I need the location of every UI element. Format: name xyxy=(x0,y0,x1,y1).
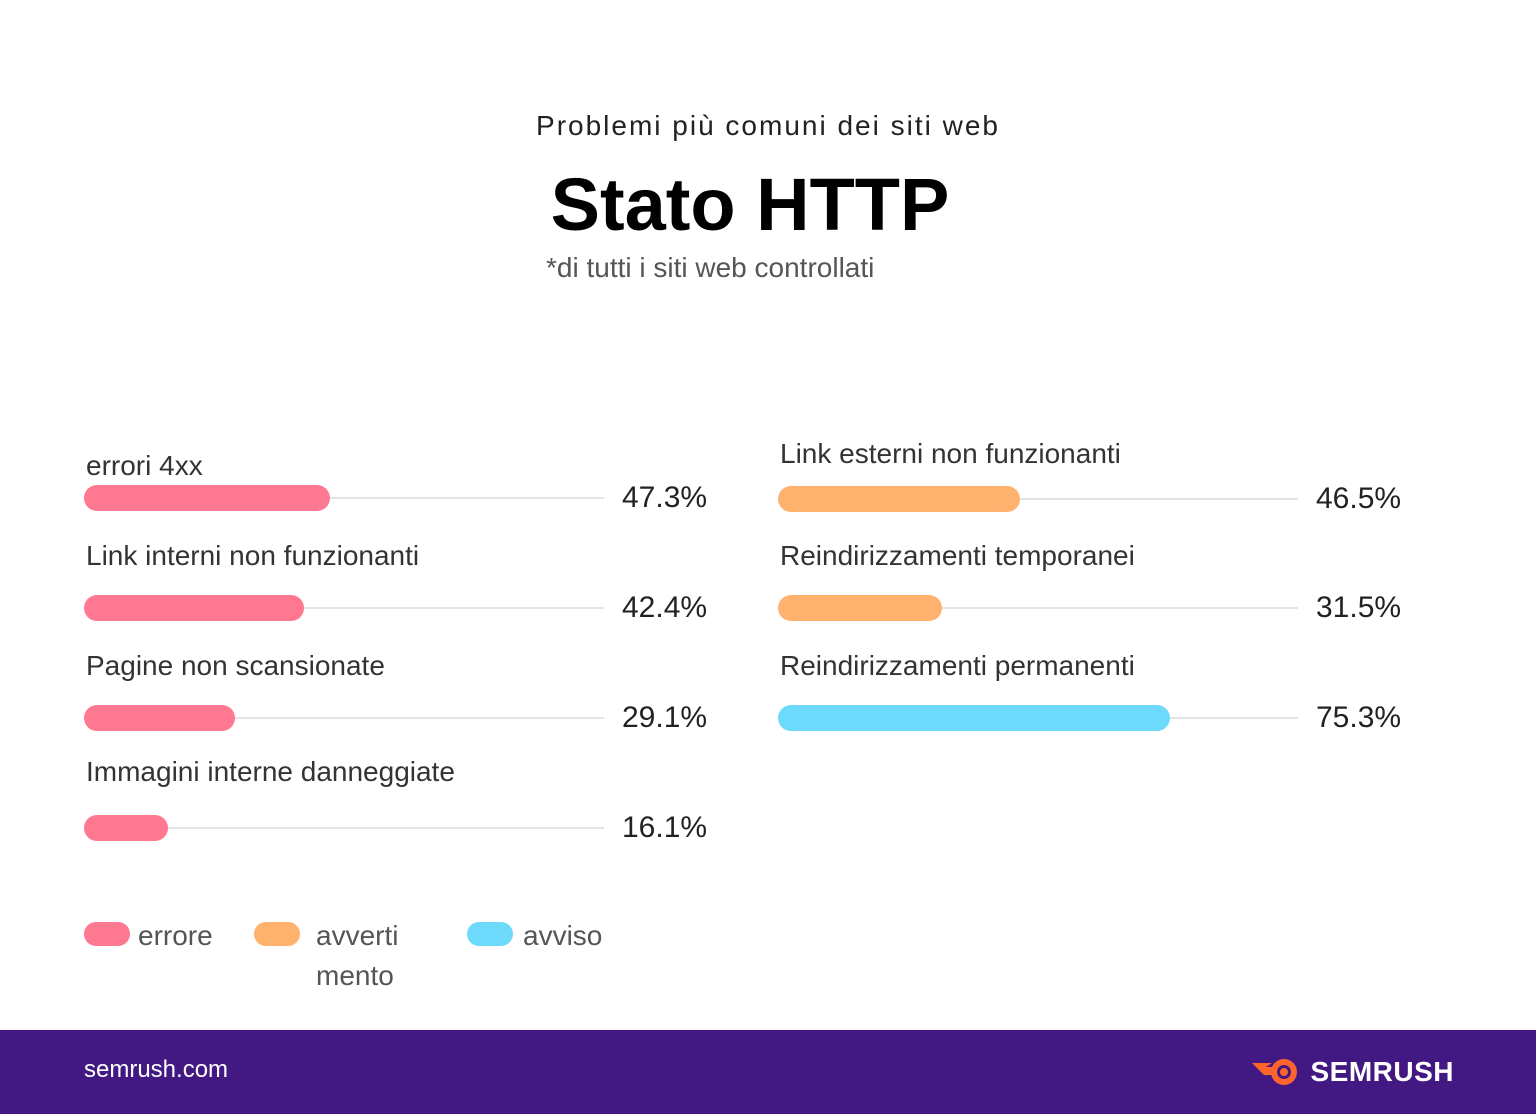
bar-label: Link interni non funzionanti xyxy=(86,540,420,571)
bar xyxy=(84,595,304,621)
bar-label: Reindirizzamenti permanenti xyxy=(780,650,1135,681)
bar-value: 47.3% xyxy=(622,481,708,514)
bar xyxy=(778,486,1020,512)
legend-swatch xyxy=(254,922,300,946)
bar-label: Reindirizzamenti temporanei xyxy=(780,540,1135,571)
bar-value: 46.5% xyxy=(1316,482,1402,515)
chart-subtitle: *di tutti i siti web controllati xyxy=(546,252,875,283)
bar-value: 29.1% xyxy=(622,701,708,734)
legend-label: avverti mento xyxy=(316,920,399,991)
kicker: Problemi più comuni dei siti web xyxy=(536,110,1000,141)
bar-label: Immagini interne danneggiate xyxy=(86,756,455,787)
bar-track xyxy=(778,607,1298,609)
legend-label: errore xyxy=(138,920,213,951)
semrush-fire-icon xyxy=(1252,1059,1298,1085)
brand-name: SEMRUSH xyxy=(1310,1056,1454,1087)
legend-label: avviso xyxy=(523,920,603,951)
bar xyxy=(778,705,1170,731)
bar-value: 16.1% xyxy=(622,811,708,844)
bar-label: Pagine non scansionate xyxy=(86,650,385,681)
bar-track xyxy=(84,607,604,609)
bar-value: 42.4% xyxy=(622,591,708,624)
bar-track xyxy=(778,498,1298,500)
bar-label: Link esterni non funzionanti xyxy=(780,438,1121,469)
bar xyxy=(84,815,168,841)
footer: semrush.com SEMRUSH xyxy=(0,1030,1536,1114)
legend-swatch xyxy=(467,922,513,946)
bar-track xyxy=(84,717,604,719)
bar xyxy=(84,705,235,731)
footer-site: semrush.com xyxy=(84,1056,229,1083)
bar-label: errori 4xx xyxy=(86,450,203,481)
brand-logo: SEMRUSH xyxy=(1250,1052,1454,1092)
bar-track xyxy=(84,497,604,499)
bar-value: 75.3% xyxy=(1316,701,1402,734)
bar xyxy=(778,595,942,621)
bar-value: 31.5% xyxy=(1316,591,1402,624)
bar xyxy=(84,485,330,511)
chart-title: Stato HTTP xyxy=(550,163,950,246)
legend-swatch xyxy=(84,922,130,946)
bar-track xyxy=(84,827,604,829)
